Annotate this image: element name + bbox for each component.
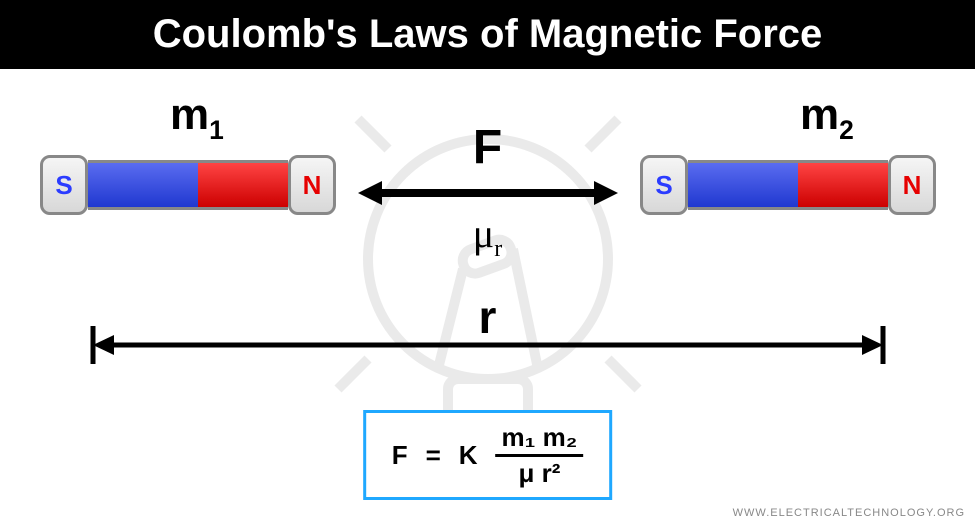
magnet-left: S N xyxy=(40,155,336,215)
magnet-left-red xyxy=(198,163,288,207)
magnet-right-body xyxy=(688,160,888,210)
page-title: Coulomb's Laws of Magnetic Force xyxy=(0,0,975,69)
force-arrow xyxy=(358,178,618,208)
magnet-right: S N xyxy=(640,155,936,215)
magnet-left-s-cap: S xyxy=(40,155,88,215)
label-force: F xyxy=(473,120,502,175)
formula-numerator: m₁ m₂ xyxy=(496,423,584,457)
formula-eq: = xyxy=(426,440,441,471)
formula-box: F = K m₁ m₂ μ r² xyxy=(363,410,613,500)
formula-fraction: m₁ m₂ μ r² xyxy=(496,423,584,487)
formula-denominator: μ r² xyxy=(518,457,560,488)
label-m2: m2 xyxy=(800,90,854,146)
formula-lhs: F xyxy=(392,440,408,471)
r-dimension-arrow xyxy=(88,320,888,370)
magnet-right-n-cap: N xyxy=(888,155,936,215)
magnet-left-blue xyxy=(88,163,198,207)
magnet-left-body xyxy=(88,160,288,210)
magnet-left-n-cap: N xyxy=(288,155,336,215)
magnet-right-s-cap: S xyxy=(640,155,688,215)
label-mu-r: μr xyxy=(473,210,502,263)
site-watermark: WWW.ELECTRICALTECHNOLOGY.ORG xyxy=(733,507,965,519)
magnet-right-blue xyxy=(688,163,798,207)
label-m1: m1 xyxy=(170,90,224,146)
formula-k: K xyxy=(459,440,478,471)
magnet-right-red xyxy=(798,163,888,207)
